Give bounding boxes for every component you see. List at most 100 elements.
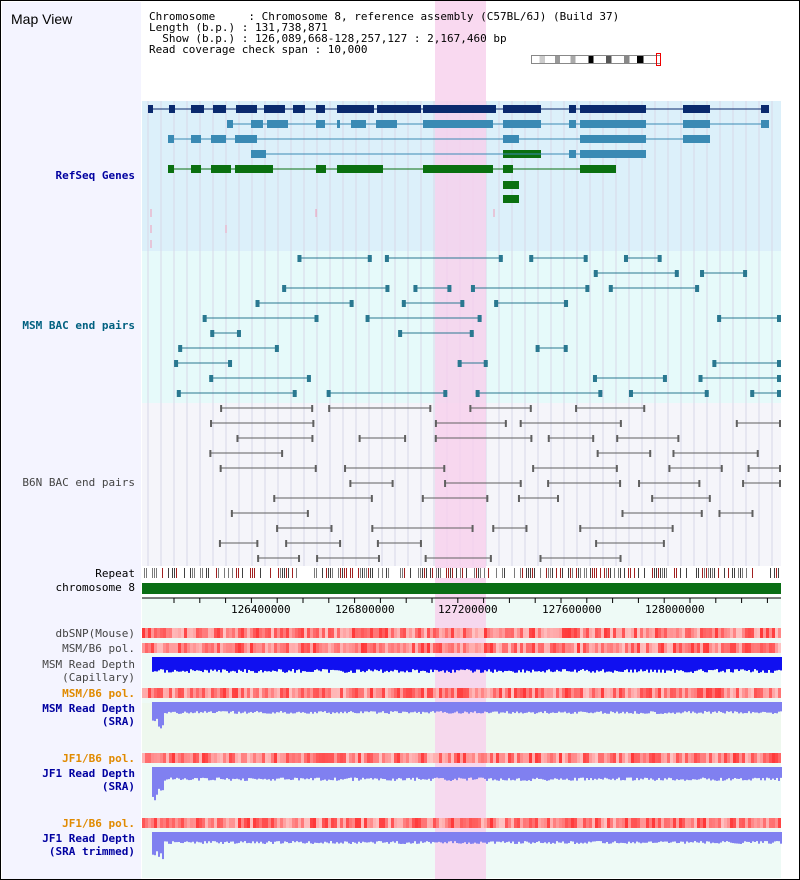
track-label-msm-bac[interactable]: MSM BAC end pairs (22, 319, 135, 332)
read-depth-bar (664, 702, 666, 714)
polymorphism-cell (583, 628, 586, 638)
read-depth-bar (580, 702, 582, 712)
polymorphism-cell (466, 643, 469, 653)
polymorphism-cell (535, 753, 538, 763)
polymorphism-cell (196, 643, 199, 653)
b6n-bac-end (619, 555, 622, 562)
polymorphism-cell (244, 818, 247, 828)
polymorphism-cell (583, 688, 586, 698)
polymorphism-cell (322, 643, 325, 653)
polymorphism-cell (529, 818, 532, 828)
polymorphism-cell (736, 643, 739, 653)
polymorphism-cell (457, 628, 460, 638)
read-depth-bar (706, 767, 708, 780)
read-depth-bar (448, 832, 450, 842)
polymorphism-cell (370, 818, 373, 828)
read-depth-bar (770, 657, 772, 673)
track-label-msm-pol[interactable]: MSM/B6 pol. (62, 642, 135, 655)
msm-bac-end (623, 255, 628, 262)
b6n-bac-end (751, 510, 754, 517)
read-depth-bar (254, 702, 256, 712)
b6n-bac-end (312, 420, 315, 427)
track-label-jf1-depth-sra[interactable]: JF1 Read Depth (SRA) (1, 767, 135, 793)
polymorphism-cell (547, 643, 550, 653)
read-depth-bar (412, 767, 414, 778)
polymorphism-cell (298, 643, 301, 653)
track-label-jf1-pol-2[interactable]: JF1/B6 pol. (62, 817, 135, 830)
read-depth-bar (504, 767, 506, 781)
track-label-msm-depth-sra[interactable]: MSM Read Depth (SRA) (1, 702, 135, 728)
read-depth-bar (334, 832, 336, 844)
read-depth-bar (246, 832, 248, 844)
polymorphism-cell (313, 643, 316, 653)
track-label-msm-pol-2[interactable]: MSM/B6 pol. (62, 687, 135, 700)
read-depth-bar (728, 702, 730, 712)
track-label-repeat[interactable]: Repeat (95, 567, 135, 580)
track-label-chromosome[interactable]: chromosome 8 (55, 581, 135, 594)
polymorphism-cell (280, 688, 283, 698)
polymorphism-cell (199, 643, 202, 653)
read-depth-bar (232, 767, 234, 779)
read-depth-bar (454, 832, 456, 842)
track-label-msm-depth-capillary[interactable]: MSM Read Depth (Capillary) (1, 658, 135, 684)
read-depth-bar (166, 767, 168, 780)
polymorphism-cell (160, 753, 163, 763)
read-depth-bar (516, 702, 518, 712)
read-depth-bar (242, 702, 244, 713)
polymorphism-cell (478, 628, 481, 638)
read-depth-bar (174, 767, 176, 780)
read-depth-bar (242, 657, 244, 672)
read-depth-bar (762, 702, 764, 712)
read-depth-bar (758, 767, 760, 779)
polymorphism-cell (448, 643, 451, 653)
polymorphism-cell (679, 688, 682, 698)
repeat-mark (710, 568, 711, 578)
polymorphism-cell (658, 753, 661, 763)
polymorphism-cell (586, 628, 589, 638)
repeat-mark (404, 568, 405, 578)
polymorphism-cell (739, 628, 742, 638)
chromosome-ideogram[interactable] (531, 53, 663, 66)
polymorphism-cell (343, 818, 346, 828)
polymorphism-cell (604, 818, 607, 828)
polymorphism-cell (217, 643, 220, 653)
read-depth-bar (572, 767, 574, 781)
polymorphism-cell (670, 818, 673, 828)
polymorphism-cell (334, 628, 337, 638)
read-depth-bar (218, 767, 220, 778)
b6n-bac-end (547, 480, 550, 487)
polymorphism-cell (439, 643, 442, 653)
polymorphism-cell (637, 688, 640, 698)
read-depth-bar (398, 767, 400, 779)
track-label-jf1-depth-trimmed[interactable]: JF1 Read Depth (SRA trimmed) (1, 832, 135, 858)
read-depth-bar (466, 767, 468, 781)
track-label-dbsnp[interactable]: dbSNP(Mouse) (55, 627, 135, 640)
polymorphism-cell (517, 753, 520, 763)
read-depth-bar (616, 657, 618, 672)
polymorphism-cell (232, 753, 235, 763)
read-depth-bar (422, 767, 424, 780)
polymorphism-cell (421, 818, 424, 828)
read-depth-bar (296, 702, 298, 713)
read-depth-bar (658, 767, 660, 779)
track-label-b6n-bac[interactable]: B6N BAC end pairs (22, 476, 135, 489)
read-depth-bar (584, 657, 586, 671)
read-depth-bar (628, 832, 630, 842)
read-depth-bar (610, 657, 612, 672)
track-label-refseq[interactable]: RefSeq Genes (55, 169, 135, 182)
polymorphism-cell (250, 643, 253, 653)
read-depth-bar (720, 832, 722, 843)
polymorphism-cell (148, 753, 151, 763)
read-depth-bar (528, 702, 530, 712)
polymorphism-cell (280, 818, 283, 828)
track-label-jf1-pol[interactable]: JF1/B6 pol. (62, 752, 135, 765)
msm-bac-end (592, 375, 597, 382)
b6n-bac-end (285, 540, 288, 547)
read-depth-bar (162, 702, 164, 726)
read-depth-bar (654, 657, 656, 670)
read-depth-bar (734, 832, 736, 844)
polymorphism-cell (448, 753, 451, 763)
read-depth-bar (274, 767, 276, 781)
read-depth-bar (234, 767, 236, 780)
